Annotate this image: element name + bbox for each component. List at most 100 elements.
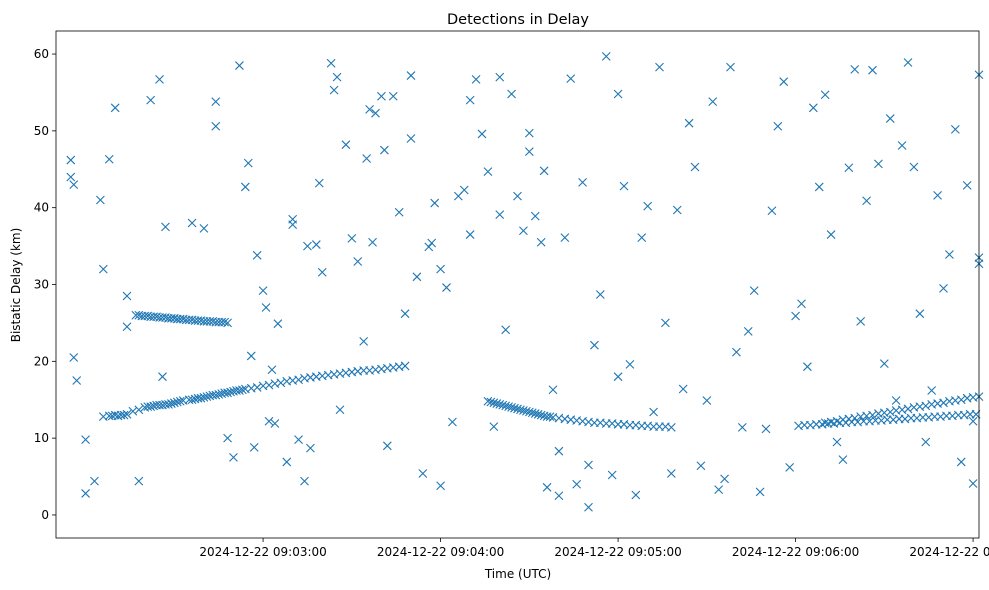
data-point-track-2	[276, 378, 286, 388]
data-point-track-6	[868, 410, 877, 420]
data-point-track-2	[264, 380, 274, 390]
data-point-track-2	[146, 402, 156, 412]
data-point-clutter	[915, 309, 925, 319]
data-point-clutter	[797, 299, 806, 309]
data-point-track-2	[400, 361, 410, 371]
data-point-track-2	[237, 385, 247, 395]
data-point-clutter	[66, 155, 76, 165]
data-point-track-2	[172, 397, 182, 407]
data-point-track-1	[122, 409, 132, 419]
data-point-clutter	[161, 222, 170, 232]
data-point-clutter	[590, 340, 599, 350]
data-point-clutter	[572, 479, 582, 489]
data-point-clutter	[862, 196, 871, 206]
data-point-clutter	[72, 376, 82, 385]
data-point-clutter	[595, 290, 605, 299]
plot-frame	[55, 30, 980, 539]
data-point-clutter	[643, 201, 653, 211]
data-point-clutter	[465, 230, 475, 239]
data-point-track-2	[128, 406, 138, 416]
data-point-clutter	[359, 336, 369, 346]
data-point-clutter	[513, 191, 522, 201]
data-point-clutter	[939, 283, 948, 293]
data-point-track-6	[832, 416, 842, 426]
chart-title: Detections in Delay	[447, 12, 589, 28]
plot-area	[56, 31, 979, 538]
data-point-clutter	[261, 303, 271, 312]
data-point-clutter	[282, 457, 292, 467]
data-point-clutter	[104, 154, 114, 164]
data-point-track-4	[495, 399, 505, 409]
data-point-clutter	[649, 407, 658, 417]
data-point-clutter	[945, 250, 954, 259]
data-point-clutter	[187, 218, 197, 228]
data-point-clutter	[471, 75, 481, 84]
data-point-clutter	[377, 91, 386, 101]
data-point-clutter	[548, 385, 558, 395]
data-point-track-4	[489, 398, 499, 408]
data-point-clutter	[270, 419, 280, 428]
data-point-clutter	[211, 97, 221, 107]
data-point-clutter	[903, 58, 913, 67]
y-tick-label: 40	[34, 201, 49, 215]
data-point-clutter	[737, 422, 747, 432]
data-point-clutter	[868, 65, 877, 75]
data-point-track-2	[235, 386, 244, 395]
data-point-clutter	[326, 58, 336, 68]
data-point-clutter	[584, 460, 593, 470]
x-axis-label: Time (UTC)	[484, 567, 551, 581]
data-point-clutter	[584, 502, 593, 512]
data-point-clutter	[382, 441, 392, 451]
data-point-clutter	[897, 141, 907, 150]
data-point-track-2	[164, 399, 173, 409]
data-point-clutter	[134, 476, 144, 486]
data-point-track-6	[939, 398, 948, 408]
y-tick-label: 20	[34, 354, 49, 368]
data-marks	[66, 51, 984, 512]
data-point-track-4	[492, 399, 502, 408]
data-point-clutter	[267, 365, 277, 375]
data-point-track-4	[530, 409, 540, 418]
data-point-clutter	[406, 134, 416, 143]
data-point-clutter	[832, 437, 842, 447]
data-point-clutter	[672, 205, 682, 215]
data-point-clutter	[702, 396, 712, 405]
data-point-clutter	[314, 178, 324, 188]
data-point-clutter	[122, 322, 132, 332]
data-point-clutter	[773, 121, 783, 131]
y-tick-label: 60	[34, 47, 49, 61]
data-point-clutter	[962, 181, 972, 190]
data-point-clutter	[110, 103, 120, 113]
data-point-clutter	[856, 316, 866, 326]
data-point-track-2	[226, 387, 235, 397]
data-point-clutter	[379, 145, 389, 155]
data-point-clutter	[155, 75, 164, 84]
data-point-clutter	[625, 360, 635, 369]
data-point-clutter	[235, 61, 244, 70]
data-point-clutter	[98, 264, 108, 274]
data-point-clutter	[371, 108, 380, 118]
data-point-clutter	[394, 207, 404, 217]
data-point-clutter	[519, 226, 528, 236]
data-point-clutter	[690, 162, 700, 172]
data-point-clutter	[826, 230, 836, 239]
data-point-clutter	[489, 422, 499, 432]
data-point-clutter	[554, 446, 564, 456]
data-point-clutter	[495, 210, 505, 219]
data-point-track-4	[504, 402, 514, 412]
data-point-clutter	[607, 470, 617, 480]
data-point-clutter	[661, 318, 670, 328]
data-point-clutter	[353, 257, 363, 266]
data-point-clutter	[921, 437, 931, 447]
data-point-clutter	[501, 325, 511, 335]
data-point-track-2	[175, 396, 185, 406]
data-point-track-6	[956, 395, 966, 405]
data-point-clutter	[427, 238, 437, 248]
data-point-clutter	[678, 384, 688, 394]
data-point-clutter	[81, 435, 90, 445]
data-point-clutter	[542, 482, 552, 492]
data-point-clutter	[332, 72, 342, 82]
data-point-clutter	[229, 452, 238, 462]
data-point-clutter	[749, 286, 759, 296]
data-point-clutter	[146, 95, 156, 105]
